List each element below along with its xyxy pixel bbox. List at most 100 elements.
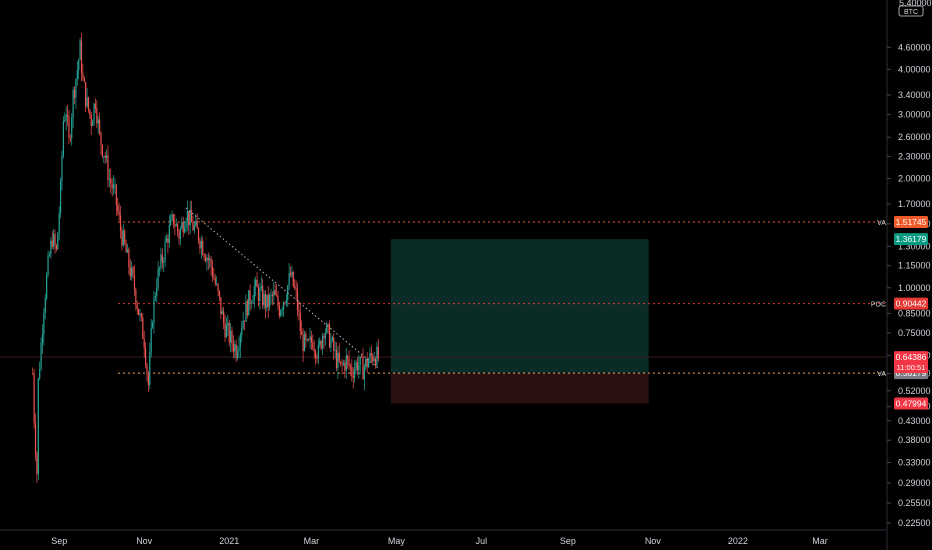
candle-body [273, 290, 275, 297]
candle-body [206, 257, 208, 262]
candle-body [71, 117, 73, 139]
y-tick-label: 4.60000 [898, 42, 931, 52]
trendline[interactable] [185, 207, 379, 369]
candle-body [54, 233, 56, 246]
candle-body [37, 378, 39, 475]
candle-body [87, 97, 90, 110]
candle-body [306, 339, 308, 341]
candle-body [365, 358, 367, 368]
candle-body [330, 340, 332, 348]
candle-body [313, 348, 315, 352]
candle-body [267, 294, 269, 307]
x-tick-label: May [388, 536, 406, 546]
candle-body [210, 258, 212, 267]
candle-body [256, 279, 258, 288]
candle-body [200, 241, 202, 249]
candle-body [349, 365, 352, 367]
candle-body [121, 230, 123, 246]
candle-body [189, 210, 191, 226]
candle-body [326, 324, 328, 333]
candle-body [73, 89, 76, 98]
candle-body [32, 373, 34, 375]
candle-body [44, 298, 46, 313]
candle-body [229, 330, 232, 343]
candle-body [367, 360, 370, 368]
position-stop-zone[interactable] [390, 373, 649, 404]
candle-body [196, 220, 198, 229]
candle-body [369, 352, 371, 361]
candle-body [165, 238, 168, 242]
position-target-zone[interactable] [390, 239, 649, 374]
y-tick-label: 1.30000 [898, 241, 931, 251]
candle-body [342, 362, 345, 365]
price-tag-text: 1.36179 [896, 234, 927, 244]
y-tick-label: 0.33000 [898, 457, 931, 467]
candle-body [310, 336, 313, 343]
price-tag [894, 233, 928, 246]
candle-body [171, 214, 173, 219]
candle-body [220, 297, 222, 315]
candle-body [295, 287, 297, 290]
candle-body [316, 357, 318, 359]
candle-body [146, 365, 148, 374]
candle-body [161, 254, 163, 263]
candle-body [53, 233, 55, 247]
candle-body [282, 302, 285, 310]
candle-body [362, 356, 364, 380]
candle-body [335, 349, 338, 368]
candle-body [99, 119, 101, 133]
candle-body [48, 255, 51, 256]
candle-body [89, 109, 91, 116]
level-price-tag [894, 297, 928, 310]
candle-body [117, 204, 119, 211]
y-tick-label: 0.38000 [898, 435, 931, 445]
candle-body [39, 368, 41, 379]
candle-body [107, 155, 109, 180]
y-tick-label: 0.22500 [898, 518, 931, 528]
candle-body [266, 294, 268, 308]
candle-body [64, 120, 66, 122]
currency-header: 5.40000 BTC [898, 0, 932, 17]
candle-body [126, 249, 129, 253]
candle-body [299, 312, 301, 331]
candle-body [143, 338, 145, 348]
candle-body [92, 121, 94, 127]
candle-body [309, 336, 311, 340]
candle-body [301, 330, 303, 336]
candle-body [94, 103, 97, 109]
candle-body [354, 369, 356, 379]
candle-body [172, 214, 175, 225]
y-tick-label: 0.43000 [898, 416, 931, 426]
candle-body [259, 288, 261, 301]
level-price-tag-text: 1.51745 [896, 217, 927, 227]
candle-body [157, 268, 159, 288]
candle-body [315, 351, 317, 358]
candle-body [238, 347, 240, 352]
candle-body [72, 89, 74, 118]
candle-body [312, 342, 314, 349]
price-tag [894, 397, 928, 410]
level-price-tag-text: 0.90442 [896, 299, 927, 309]
level-label: VA [877, 371, 886, 378]
y-tick-label: 0.75000 [898, 328, 931, 338]
candle-body [185, 221, 187, 228]
candle-body [181, 222, 183, 229]
candle-body [217, 283, 219, 291]
candle-body [186, 211, 188, 222]
candle-body [324, 332, 326, 339]
candle-body [119, 215, 122, 231]
candle-body [347, 356, 349, 359]
candle-body [144, 347, 147, 366]
candle-body [338, 352, 340, 362]
candle-body [151, 322, 154, 328]
candle-body [211, 266, 214, 278]
y-tick-label: 0.29000 [898, 478, 931, 488]
candle-body [129, 267, 131, 277]
candle-body [231, 330, 233, 344]
candle-body [65, 114, 67, 121]
candle-body [61, 155, 63, 182]
candle-body [358, 365, 360, 371]
candle-body [236, 351, 239, 358]
candle-body [341, 362, 343, 365]
